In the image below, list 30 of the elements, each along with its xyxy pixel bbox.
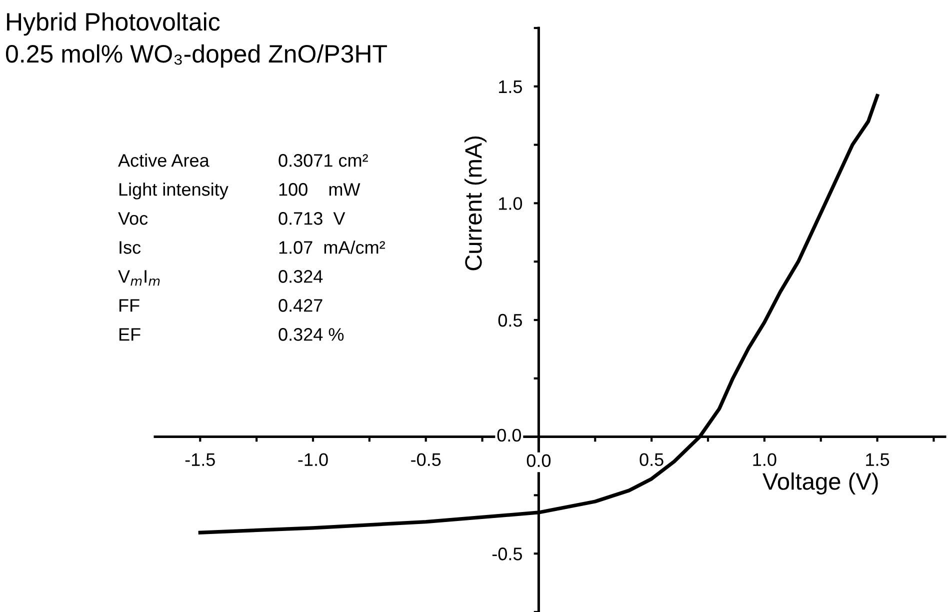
y-tick-label: 0.0: [497, 428, 522, 442]
x-tick-label: -0.5: [411, 453, 441, 466]
text: FF: [119, 299, 140, 312]
y-tick-label: 1.0: [499, 197, 522, 210]
annotation: 0.713 V: [278, 212, 346, 225]
annotation: 0.324 %: [278, 328, 344, 341]
x-tick-label: 0.0: [526, 454, 551, 468]
annotation: Light intensity: [119, 182, 228, 200]
annotation: 100 mW: [279, 183, 360, 196]
x-tick-label: 1.0: [753, 453, 776, 466]
annotation: V$_{m}$I$_{m}$: [118, 270, 160, 286]
annotation: 0.427: [278, 299, 322, 312]
y-tick-label: 0.5: [498, 314, 522, 327]
annotation: 0.324: [278, 270, 323, 283]
y-axis-title: Current (mA): [464, 136, 487, 270]
x-axis-title: Voltage (V): [762, 472, 878, 495]
x-tick-label: -1.0: [298, 453, 328, 466]
chart-title: Hybrid Photovoltaic: [7, 12, 220, 36]
annotation: Active Area: [118, 154, 210, 167]
x-tick-label: 0.5: [640, 453, 664, 466]
text: 0.25 mol% WO₃-doped ZnO/P3HT: [6, 44, 387, 68]
y-tick-label: 1.5: [499, 80, 522, 94]
y-tick-label: -0.5: [492, 548, 522, 560]
text: Isc: [120, 241, 141, 254]
annotation: 1.07 mA/cm²: [279, 240, 386, 254]
text: EF: [119, 328, 140, 341]
annotation: 0.3071 cm²: [278, 154, 368, 167]
x-tick-label: 1.5: [866, 453, 890, 466]
x-tick-label: -1.5: [185, 453, 215, 466]
text: Voc: [118, 212, 148, 225]
